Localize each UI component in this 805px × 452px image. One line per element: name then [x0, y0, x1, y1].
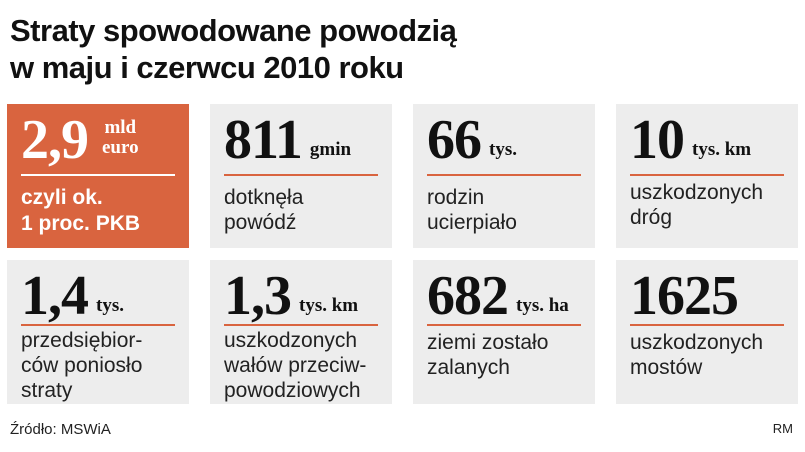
stat-description: dotknęła powódź	[224, 186, 304, 234]
divider-rule	[224, 174, 378, 176]
stat-card-families: 66 tys. rodzin ucierpiało	[413, 104, 595, 248]
stat-unit: gmin	[309, 139, 352, 160]
stats-grid: 2,9 mld euro czyli ok. 1 proc. PKB 811 g…	[7, 104, 798, 404]
stat-description: czyli ok. 1 proc. PKB	[21, 186, 141, 235]
stat-unit: tys.	[96, 295, 124, 316]
divider-rule	[21, 324, 175, 326]
stat-card-levees: 1,3 tys. km uszkodzonych wałów przeciw- …	[210, 260, 392, 404]
divider-rule	[630, 174, 784, 176]
stat-unit: tys. km	[692, 139, 752, 160]
divider-rule	[427, 174, 581, 176]
divider-rule	[21, 174, 175, 176]
stat-unit: tys. ha	[516, 295, 569, 316]
stat-card-losses-euro: 2,9 mld euro czyli ok. 1 proc. PKB	[7, 104, 189, 248]
stat-value: 682	[427, 265, 509, 327]
stat-unit: tys. km	[299, 295, 359, 316]
stat-value: 1,4	[21, 265, 89, 327]
stat-description: uszkodzonych dróg	[630, 181, 764, 229]
stat-description: uszkodzonych mostów	[630, 331, 764, 379]
stat-description: przedsiębior- ców poniosło straty	[21, 329, 143, 402]
stat-description: uszkodzonych wałów przeciw- powodziowych	[224, 329, 367, 402]
stat-value: 1625	[630, 265, 739, 327]
stat-unit: mld euro	[102, 117, 139, 158]
stat-value: 66	[427, 109, 482, 171]
stat-description: ziemi zostało zalanych	[427, 331, 549, 379]
stat-card-bridges: 1625 uszkodzonych mostów	[616, 260, 798, 404]
stat-card-flooded-land: 682 tys. ha ziemi zostało zalanych	[413, 260, 595, 404]
divider-rule	[427, 324, 581, 326]
stat-value: 811	[224, 109, 303, 171]
stat-description: rodzin ucierpiało	[427, 186, 517, 234]
stat-value: 1,3	[224, 265, 292, 327]
title-line-2: w maju i czerwcu 2010 roku	[10, 50, 404, 85]
infographic-title: Straty spowodowane powodzią w maju i cze…	[10, 12, 457, 86]
stat-value: 10	[630, 109, 685, 171]
stat-card-roads: 10 tys. km uszkodzonych dróg	[616, 104, 798, 248]
divider-rule	[224, 324, 378, 326]
stat-card-businesses: 1,4 tys. przedsiębior- ców poniosło stra…	[7, 260, 189, 404]
source-note: Źródło: MSWiA	[10, 421, 111, 438]
stat-unit: tys.	[489, 139, 517, 160]
author-initials: RM	[772, 421, 793, 436]
stat-value: 2,9	[21, 109, 89, 171]
stat-card-municipalities: 811 gmin dotknęła powódź	[210, 104, 392, 248]
divider-rule	[630, 324, 784, 326]
title-line-1: Straty spowodowane powodzią	[10, 13, 457, 48]
